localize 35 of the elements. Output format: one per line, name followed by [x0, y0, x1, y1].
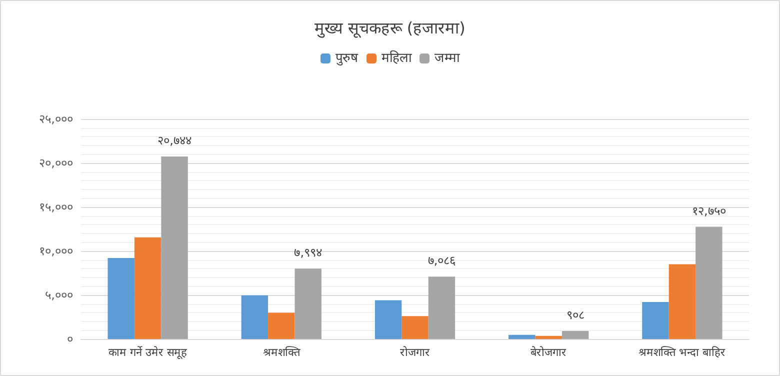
y-tick-label: २०,०००: [39, 156, 73, 170]
bar: [642, 302, 669, 339]
x-tick-label: रोजगार: [400, 346, 430, 359]
bar: [108, 258, 134, 339]
y-tick-label: ०: [67, 332, 73, 346]
bar: [241, 295, 268, 339]
y-tick-label: १५,०००: [39, 200, 73, 214]
legend-label: पुरुष: [336, 51, 358, 66]
y-tick-label: २५,०००: [39, 112, 73, 126]
bar: [696, 226, 722, 339]
bar: [268, 312, 295, 339]
data-label: ९०८: [566, 308, 584, 322]
x-tick-label: काम गर्ने उमेर समूह: [108, 346, 188, 360]
bar: [294, 268, 322, 339]
y-tick-label: १०,०००: [39, 244, 73, 258]
legend-label: जम्मा: [434, 51, 460, 66]
data-label: २०,७४४: [158, 133, 192, 148]
legend-label: महिला: [382, 50, 412, 66]
bar: [428, 276, 456, 339]
bar: [562, 331, 589, 339]
y-tick-label: ५,०००: [45, 288, 73, 302]
data-label: ७,९९४: [294, 246, 322, 260]
bar: [402, 316, 428, 339]
bar: [161, 156, 188, 339]
data-label: १२,७५०: [692, 204, 726, 218]
bar: [374, 300, 402, 339]
x-tick-label: श्रमशक्ति: [262, 346, 301, 359]
chart-title: मुख्य सूचकहरू (हजारमा): [314, 18, 466, 38]
x-tick-label: श्रमशक्ति भन्दा बाहिर: [638, 346, 726, 359]
data-label: ७,०८६: [428, 254, 456, 268]
bar: [508, 334, 536, 339]
x-tick-label: बेरोजगार: [530, 346, 567, 359]
bar: [668, 264, 696, 339]
bar: [535, 336, 562, 339]
bar: [134, 237, 162, 339]
